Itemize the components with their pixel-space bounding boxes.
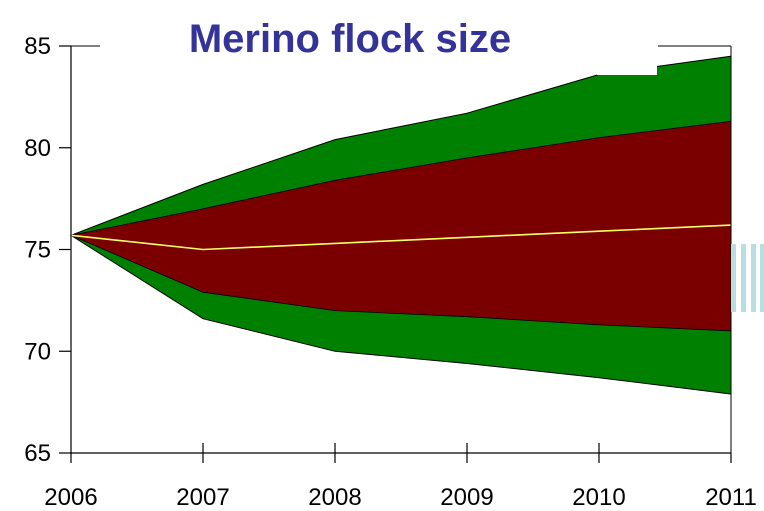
title-background	[100, 0, 658, 60]
prediction-bands	[69, 55, 732, 395]
side-bar-3	[760, 244, 764, 312]
overlays	[597, 60, 764, 312]
x-tick-label-4: 2010	[572, 484, 625, 511]
y-tick-label-3: 80	[24, 135, 51, 162]
side-bar-1	[741, 244, 746, 312]
x-tick-label-3: 2009	[440, 484, 493, 511]
x-tick-label-2: 2008	[308, 484, 361, 511]
side-bar-0	[731, 244, 736, 312]
x-tick-label-1: 2007	[176, 484, 229, 511]
chart-title: Merino flock size	[189, 17, 511, 61]
white-cover-block	[597, 60, 657, 75]
y-tick-label-1: 70	[24, 338, 51, 365]
side-bar-2	[751, 244, 756, 312]
y-tick-label-2: 75	[24, 237, 51, 264]
x-tick-label-5: 2011	[705, 484, 757, 511]
median-line	[70, 224, 732, 251]
x-tick-label-0: 2006	[44, 484, 97, 511]
tick-labels: 65 70 75 80 85 2006 2007 2008 2009 2010 2011	[24, 33, 757, 511]
y-tick-label-0: 65	[24, 440, 51, 467]
y-tick-label-4: 85	[24, 33, 51, 60]
